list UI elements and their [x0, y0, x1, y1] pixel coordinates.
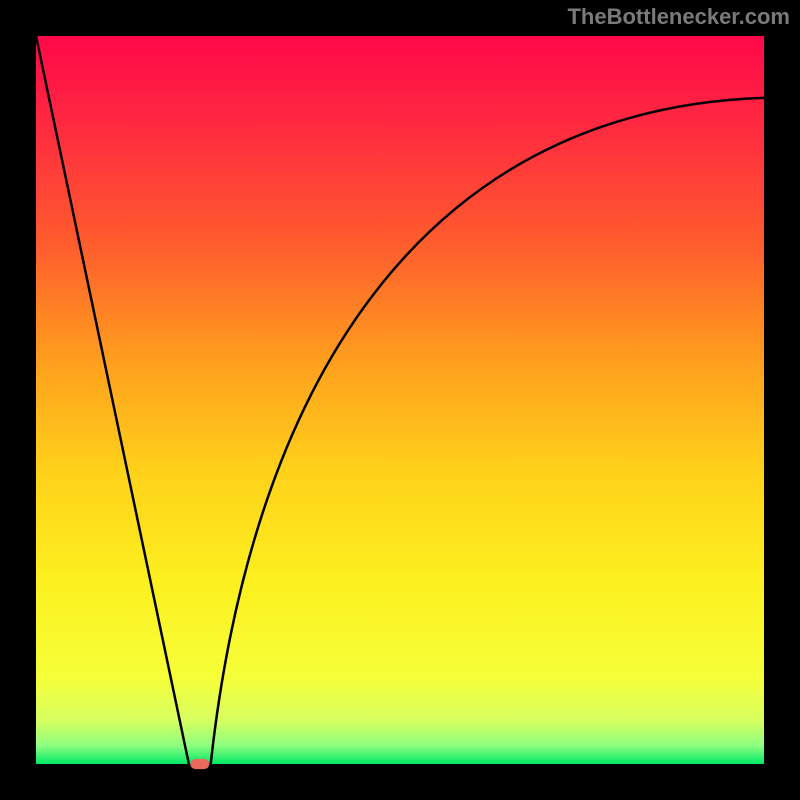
watermark-text: TheBottlenecker.com — [567, 4, 790, 30]
bottleneck-chart — [0, 0, 800, 800]
chart-container: { "watermark": { "text": "TheBottlenecke… — [0, 0, 800, 800]
